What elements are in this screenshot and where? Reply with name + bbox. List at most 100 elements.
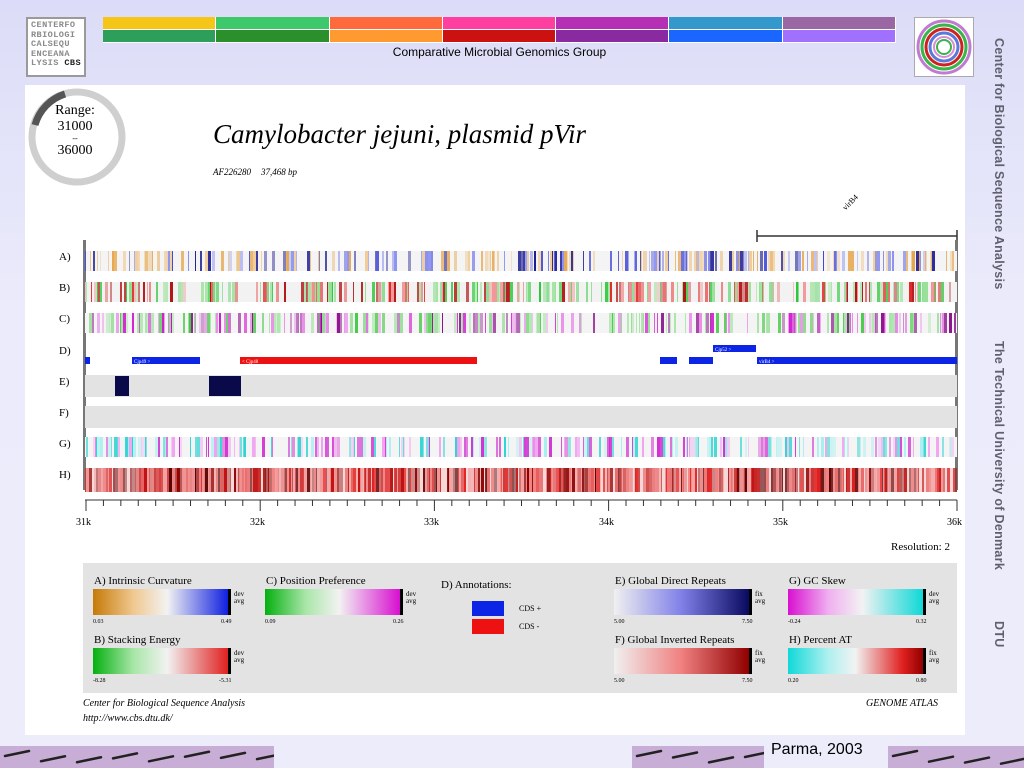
track-annotations: Cjp49 > < Cjp48 Cjp52 > virB4 > xyxy=(85,345,957,365)
cds-label-virb4-track: virB4 > xyxy=(759,360,775,365)
color-bar-segment xyxy=(669,30,783,42)
track-global-inverted-repeats xyxy=(85,406,957,428)
row-label-c: C) xyxy=(59,313,70,325)
footer-genome-atlas: GENOME ATLAS xyxy=(866,698,938,709)
legend-cds-plus: CDS + xyxy=(519,604,542,613)
legend-e-bar xyxy=(614,589,752,615)
legend-h-max: 0.80 xyxy=(916,678,927,684)
legend-c-title: C) Position Preference xyxy=(266,575,366,587)
genome-title: Camylobacter jejuni, plasmid pVir xyxy=(213,119,586,149)
track-position-preference xyxy=(85,313,957,333)
footer-url[interactable]: http://www.cbs.dtu.dk/ xyxy=(83,713,173,724)
color-bar-segment xyxy=(782,17,896,29)
legend-g-max: 0.32 xyxy=(916,619,927,625)
legend-cds-plus-swatch xyxy=(472,601,504,616)
side-institution-text: Center for Biological Sequence Analysis … xyxy=(992,38,1006,648)
row-label-e: E) xyxy=(59,376,70,388)
legend-c-min: 0.09 xyxy=(265,619,276,625)
row-label-a: A) xyxy=(59,251,71,263)
genome-atlas-panel: Range: 31000 -- 36000 Camylobacter jejun… xyxy=(25,85,965,735)
legend-a-side: dev avg xyxy=(234,590,245,605)
legend-b-title: B) Stacking Energy xyxy=(94,634,181,646)
row-label-f: F) xyxy=(59,407,69,419)
color-bar-segment xyxy=(103,17,217,29)
legend-d-title: D) Annotations: xyxy=(441,579,512,591)
color-bar-segment xyxy=(442,30,557,42)
color-bar-segment xyxy=(669,17,783,29)
legend-e-side: fix avg xyxy=(755,590,766,605)
row-label-h: H) xyxy=(59,469,71,481)
color-bar-segment xyxy=(556,17,670,29)
footer-center-name: Center for Biological Sequence Analysis xyxy=(83,698,246,709)
legend-e-min: 5.00 xyxy=(614,619,625,625)
axis-tick-36k: 36k xyxy=(947,517,962,528)
color-bar-segment xyxy=(556,30,670,42)
range-dial xyxy=(28,88,126,186)
row-label-g: G) xyxy=(59,438,71,450)
axis-tick-31k: 31k xyxy=(76,517,91,528)
range-readout: Range: 31000 -- 36000 xyxy=(55,103,95,158)
legend-h-side: fix avg xyxy=(929,649,940,664)
color-bar-segment xyxy=(329,17,443,29)
legend-f-title: F) Global Inverted Repeats xyxy=(615,634,735,646)
legend-a-title: A) Intrinsic Curvature xyxy=(94,575,192,587)
cds-label-cjp48: < Cjp48 xyxy=(242,360,259,365)
track-global-direct-repeats xyxy=(85,375,957,397)
legend-b-bar xyxy=(93,648,231,674)
legend-cds-minus-swatch xyxy=(472,619,504,634)
color-bar-segment xyxy=(216,17,330,29)
legend-a-min: 0.03 xyxy=(93,619,104,625)
row-label-b: B) xyxy=(59,282,70,294)
track-left-border xyxy=(83,240,86,490)
legend-b-side: dev avg xyxy=(234,649,245,664)
bottom-decoration-left xyxy=(0,746,274,768)
axis-tick-33k: 33k xyxy=(424,517,439,528)
axis-tick-34k: 34k xyxy=(599,517,614,528)
legend-panel: A) Intrinsic Curvature dev avg 0.03 0.49 … xyxy=(83,563,957,693)
legend-g-side: dev avg xyxy=(929,590,940,605)
legend-c-side: dev avg xyxy=(406,590,417,605)
caption-parma: Parma, 2003 xyxy=(771,741,863,758)
legend-cds-minus: CDS - xyxy=(519,622,540,631)
gene-span-virb4 xyxy=(756,230,958,242)
legend-a-bar xyxy=(93,589,231,615)
gene-label-virb4: virB4 xyxy=(840,192,860,212)
track-percent-at xyxy=(85,468,957,492)
cds-label-cjp52: Cjp52 > xyxy=(715,348,731,353)
legend-g-min: -0.24 xyxy=(788,619,801,625)
color-bar-segment xyxy=(216,30,330,42)
genome-atlas-thumbnail xyxy=(914,17,974,77)
color-bar-segment xyxy=(782,30,896,42)
legend-e-max: 7.50 xyxy=(742,619,753,625)
legend-e-title: E) Global Direct Repeats xyxy=(615,575,726,587)
legend-h-title: H) Percent AT xyxy=(789,634,852,646)
legend-g-bar xyxy=(788,589,926,615)
legend-g-title: G) GC Skew xyxy=(789,575,846,587)
track-intrinsic-curvature xyxy=(85,251,957,271)
position-axis xyxy=(85,499,958,511)
axis-tick-35k: 35k xyxy=(773,517,788,528)
color-bar-segment xyxy=(329,30,443,42)
legend-h-min: 0.20 xyxy=(788,678,799,684)
legend-c-max: 0.26 xyxy=(393,619,404,625)
cds-label-cjp49: Cjp49 > xyxy=(134,360,150,365)
track-stacking-energy xyxy=(85,282,957,302)
legend-b-max: -5.31 xyxy=(219,678,232,684)
color-bar-segment xyxy=(442,17,557,29)
genome-subtitle: AF226280 37,468 bp xyxy=(213,167,297,177)
legend-f-min: 5.00 xyxy=(614,678,625,684)
resolution-label: Resolution: 2 xyxy=(891,541,950,553)
legend-a-max: 0.49 xyxy=(221,619,232,625)
group-title: Comparative Microbial Genomics Group xyxy=(392,45,607,59)
header-color-bar xyxy=(103,17,896,43)
cbs-logo: CENTERFO RBIOLOGI CALSEQU ENCEANA LYSIS CBS xyxy=(26,17,86,77)
track-right-border xyxy=(955,240,958,490)
color-bar-segment xyxy=(103,30,217,42)
axis-tick-32k: 32k xyxy=(250,517,265,528)
legend-f-max: 7.50 xyxy=(742,678,753,684)
legend-f-side: fix avg xyxy=(755,649,766,664)
bottom-decoration-right xyxy=(888,746,1024,768)
legend-h-bar xyxy=(788,648,926,674)
legend-f-bar xyxy=(614,648,752,674)
